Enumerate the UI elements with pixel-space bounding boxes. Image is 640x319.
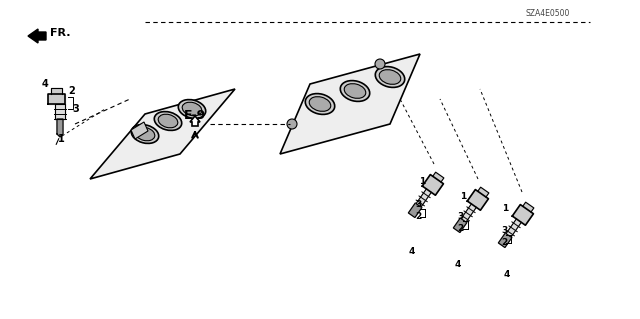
Text: 1: 1 (58, 134, 65, 144)
Text: 4: 4 (504, 270, 510, 279)
Text: FR.: FR. (50, 28, 70, 38)
Text: 2: 2 (501, 238, 507, 247)
Ellipse shape (340, 81, 370, 101)
Text: 1: 1 (460, 192, 466, 201)
Polygon shape (467, 189, 488, 210)
Polygon shape (499, 233, 512, 248)
Ellipse shape (179, 100, 205, 118)
Ellipse shape (305, 93, 335, 115)
Polygon shape (422, 174, 444, 195)
Polygon shape (408, 203, 422, 218)
Ellipse shape (182, 102, 202, 116)
Polygon shape (280, 54, 420, 154)
Text: 2: 2 (68, 86, 75, 96)
Text: 3: 3 (501, 226, 507, 235)
Polygon shape (453, 218, 467, 233)
Polygon shape (506, 219, 522, 237)
Ellipse shape (309, 97, 331, 111)
Polygon shape (57, 119, 63, 137)
Text: 1: 1 (502, 204, 508, 213)
FancyArrow shape (28, 29, 46, 43)
Polygon shape (461, 204, 476, 222)
Text: E-9: E-9 (184, 109, 206, 122)
Circle shape (375, 59, 385, 69)
Text: 3: 3 (457, 212, 463, 221)
Polygon shape (55, 104, 65, 119)
Text: 4: 4 (455, 260, 461, 269)
Ellipse shape (135, 127, 155, 141)
FancyArrow shape (190, 116, 200, 126)
Ellipse shape (380, 70, 401, 84)
Polygon shape (131, 122, 148, 139)
Ellipse shape (375, 67, 404, 87)
Polygon shape (512, 204, 533, 225)
Ellipse shape (158, 114, 178, 128)
Ellipse shape (154, 112, 182, 130)
Ellipse shape (131, 125, 159, 144)
Polygon shape (478, 187, 489, 197)
Text: 2: 2 (457, 224, 463, 233)
Text: 3: 3 (72, 104, 79, 114)
Text: SZA4E0500: SZA4E0500 (525, 9, 570, 18)
Polygon shape (433, 172, 444, 182)
Polygon shape (48, 94, 65, 104)
Circle shape (287, 119, 297, 129)
Polygon shape (416, 189, 431, 207)
Text: 3: 3 (415, 200, 421, 209)
Text: 4: 4 (42, 79, 49, 89)
Text: 4: 4 (409, 247, 415, 256)
Polygon shape (90, 89, 235, 179)
Text: 1: 1 (419, 177, 425, 186)
Polygon shape (51, 88, 62, 94)
Ellipse shape (344, 84, 366, 98)
Polygon shape (523, 202, 534, 212)
Text: 2: 2 (415, 212, 421, 221)
